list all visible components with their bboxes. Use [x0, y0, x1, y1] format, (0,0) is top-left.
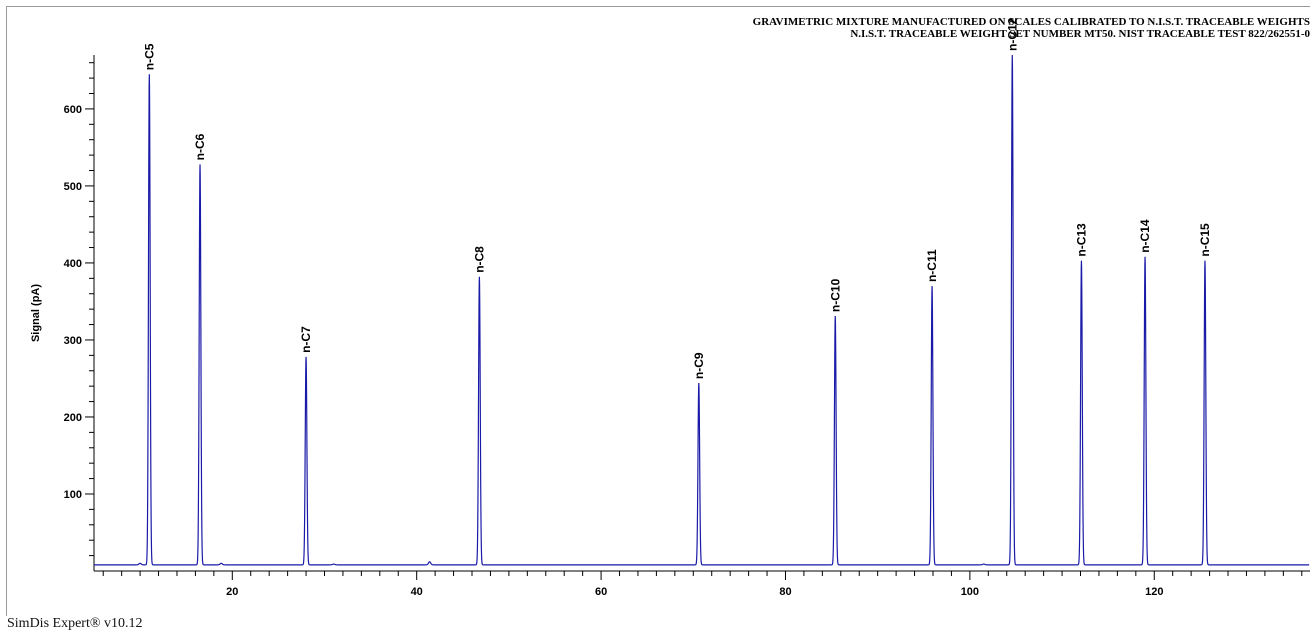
- peak-label-n-c8: n-C8: [472, 246, 486, 273]
- peak-label-n-c5: n-C5: [142, 43, 156, 70]
- y-tick-label: 500: [64, 181, 82, 193]
- peak-label-n-c10: n-C10: [828, 278, 842, 312]
- chart-frame: GRAVIMETRIC MIXTURE MANUFACTURED ON SCAL…: [6, 6, 1310, 616]
- y-tick-label: 100: [64, 489, 82, 501]
- x-tick-label: 40: [411, 586, 423, 598]
- peak-label-n-c11: n-C11: [925, 249, 939, 282]
- signal-trace: [94, 54, 1310, 566]
- chart-subtitle: N.I.S.T. TRACEABLE WEIGHT SET NUMBER MT5…: [850, 28, 1310, 40]
- x-ticks: 20 40 60 80 100 120: [102, 571, 1303, 598]
- y-tick-label: 600: [64, 104, 82, 116]
- peak-label-n-c12: n-C12: [1005, 17, 1019, 51]
- peak-label-n-c14: n-C14: [1138, 219, 1152, 253]
- peak-labels: n-C5 n-C6 n-C7 n-C8 n-C9 n-C10 n-C11 n-C12 n-C13…: [142, 17, 1212, 379]
- chromatogram-plot: 100 200 300 400 500 600 20 40 60 80 100 120 Signal…: [30, 17, 1310, 598]
- chart-title: GRAVIMETRIC MIXTURE MANUFACTURED ON SCAL…: [752, 16, 1310, 28]
- peak-label-n-c13: n-C13: [1074, 223, 1088, 257]
- x-tick-label: 100: [961, 586, 979, 598]
- y-tick-label: 200: [64, 412, 82, 424]
- software-version-label: SimDis Expert® v10.12: [7, 616, 143, 631]
- peak-label-n-c9: n-C9: [692, 352, 706, 379]
- peak-label-n-c15: n-C15: [1198, 223, 1212, 257]
- x-tick-label: 80: [779, 586, 791, 598]
- y-tick-label: 300: [64, 335, 82, 347]
- y-axis-title: Signal (pA): [30, 284, 42, 342]
- y-ticks: 100 200 300 400 500 600: [64, 62, 94, 557]
- axes: [93, 55, 1310, 572]
- peak-label-n-c7: n-C7: [299, 326, 313, 353]
- peak-label-n-c6: n-C6: [193, 133, 207, 160]
- x-tick-label: 20: [226, 586, 238, 598]
- x-tick-label: 120: [1145, 586, 1163, 598]
- x-tick-label: 60: [595, 586, 607, 598]
- y-tick-label: 400: [64, 258, 82, 270]
